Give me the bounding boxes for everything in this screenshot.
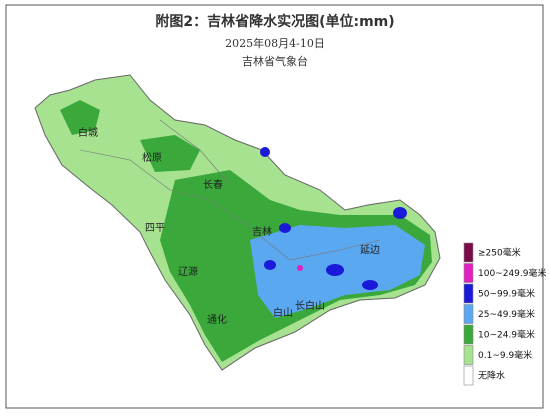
- legend-label: ≥250毫米: [478, 247, 521, 259]
- legend-label: 25~49.9毫米: [478, 308, 535, 320]
- city-label: 四平: [145, 223, 165, 234]
- legend-label: 无降水: [478, 370, 505, 382]
- map: [34, 74, 441, 371]
- city-label: 延边: [360, 244, 380, 256]
- city-label: 长白山: [295, 299, 325, 312]
- city-label: 长春: [203, 179, 223, 191]
- legend-swatch: [463, 263, 474, 283]
- legend-label: 100~249.9毫米: [478, 267, 547, 279]
- city-label: 白山: [273, 306, 293, 319]
- title: 附图2：吉林省降水实况图(单位:mm): [155, 13, 394, 30]
- date: 2025年08月4-10日: [225, 36, 325, 50]
- legend-swatch: [463, 304, 474, 324]
- agency: 吉林省气象台: [242, 54, 308, 68]
- legend-swatch: [463, 283, 474, 304]
- city-label: 吉林: [252, 225, 272, 238]
- legend-swatch: [463, 345, 474, 365]
- legend: ≥250毫米 100~249.9毫米 50~99.9毫米 25~49.9毫米 10~24…: [463, 242, 547, 386]
- legend-label: 10~24.9毫米: [478, 329, 535, 341]
- city-label: 通化: [207, 313, 227, 326]
- legend-swatch: [463, 242, 474, 263]
- city-label: 松原: [142, 151, 162, 164]
- city-label: 白城: [78, 126, 98, 139]
- legend-label: 0.1~9.9毫米: [478, 349, 532, 361]
- legend-label: 50~99.9毫米: [478, 288, 535, 300]
- legend-swatch: [463, 324, 474, 345]
- city-label: 辽源: [178, 265, 198, 278]
- legend-swatch: [463, 365, 474, 386]
